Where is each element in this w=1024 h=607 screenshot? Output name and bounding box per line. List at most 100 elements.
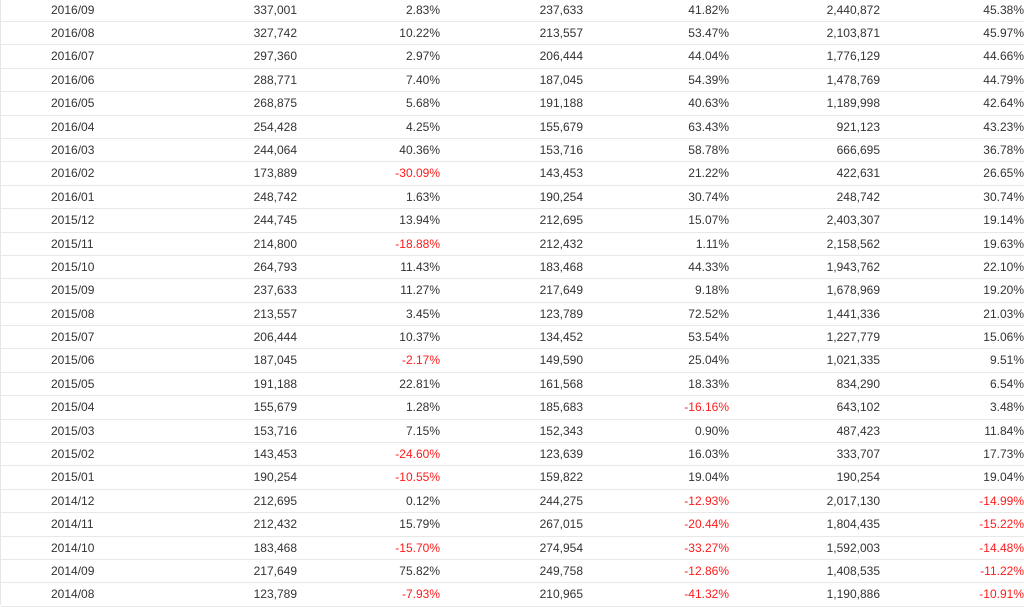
cell-change-c: 30.74% [983, 189, 1024, 204]
cell-period: 2015/07 [51, 330, 95, 345]
table-row: 2016/09 337,001 2.83% 237,633 41.82% 2,440,87… [1, 0, 1024, 22]
cell-change-a: 10.37% [399, 330, 440, 345]
cell-change-c: 22.10% [983, 259, 1024, 274]
cell-period: 2016/04 [51, 119, 95, 134]
cell-value-c: 1,408,535 [826, 563, 880, 578]
cell-change-a: -30.09% [395, 166, 440, 181]
cell-value-b: 212,432 [539, 236, 583, 251]
cell-value-a: 254,428 [253, 119, 297, 134]
cell-change-c: 45.97% [983, 26, 1024, 40]
cell-value-b: 244,275 [539, 493, 583, 508]
table-row: 2015/04 155,679 1.28% 185,683 -16.16% 643,102… [1, 396, 1024, 420]
cell-value-c: 248,742 [836, 189, 880, 204]
cell-period: 2016/05 [51, 96, 95, 111]
cell-value-a: 268,875 [253, 96, 297, 111]
cell-change-a: -18.88% [395, 236, 440, 251]
table-row: 2015/07 206,444 10.37% 134,452 53.54% 1,227,7… [1, 326, 1024, 350]
cell-value-a: 173,889 [253, 166, 297, 181]
table-row: 2016/03 244,064 40.36% 153,716 58.78% 666,695… [1, 139, 1024, 163]
cell-value-a: 183,468 [253, 540, 297, 555]
cell-value-c: 333,707 [836, 447, 880, 462]
cell-change-c: -15.22% [979, 517, 1024, 532]
cell-period: 2015/12 [51, 213, 95, 228]
cell-change-b: 44.33% [688, 259, 729, 274]
cell-value-b: 187,045 [539, 72, 583, 87]
cell-value-b: 123,789 [539, 306, 583, 321]
cell-change-a: 1.28% [405, 400, 440, 415]
cell-change-b: 15.07% [688, 213, 729, 228]
cell-value-c: 1,776,129 [826, 49, 880, 64]
cell-value-c: 643,102 [836, 400, 880, 415]
cell-period: 2015/01 [51, 470, 95, 485]
table-row: 2015/11 214,800 -18.88% 212,432 1.11% 2,158,5… [1, 233, 1024, 256]
cell-change-c: 17.73% [983, 447, 1024, 462]
cell-value-c: 834,290 [836, 376, 880, 391]
cell-value-a: 288,771 [253, 72, 297, 87]
cell-change-b: 16.03% [688, 447, 729, 462]
cell-value-b: 185,683 [539, 400, 583, 415]
cell-value-a: 213,557 [253, 306, 297, 321]
cell-period: 2015/04 [51, 400, 95, 415]
cell-change-a: 3.45% [405, 306, 440, 321]
cell-change-c: 19.04% [983, 470, 1024, 485]
cell-change-c: 9.51% [989, 353, 1024, 368]
cell-value-c: 1,804,435 [826, 517, 880, 532]
cell-value-a: 212,432 [253, 517, 297, 532]
cell-value-b: 190,254 [539, 189, 583, 204]
cell-period: 2015/05 [51, 376, 95, 391]
cell-value-a: 237,633 [253, 283, 297, 298]
table-row: 2016/06 288,771 7.40% 187,045 54.39% 1,478,76… [1, 69, 1024, 93]
cell-change-c: 15.06% [983, 330, 1024, 345]
cell-value-a: 327,742 [253, 26, 297, 40]
cell-change-c: -14.48% [979, 540, 1024, 555]
cell-change-c: 19.14% [983, 213, 1024, 228]
cell-period: 2015/09 [51, 283, 95, 298]
cell-change-a: 15.79% [399, 517, 440, 532]
cell-change-a: -2.17% [401, 353, 440, 368]
cell-value-c: 921,123 [836, 119, 880, 134]
cell-change-c: 11.84% [984, 423, 1024, 438]
cell-change-b: 30.74% [688, 189, 729, 204]
cell-value-c: 1,190,886 [826, 587, 880, 602]
cell-value-c: 422,631 [836, 166, 880, 181]
cell-value-b: 210,965 [539, 587, 583, 602]
cell-period: 2016/01 [51, 189, 95, 204]
cell-value-a: 248,742 [253, 189, 297, 204]
cell-period: 2016/03 [51, 142, 95, 157]
table-row: 2014/08 123,789 -7.93% 210,965 -41.32% 1,190,… [1, 583, 1024, 607]
cell-change-c: 21.03% [983, 306, 1024, 321]
cell-change-a: 40.36% [399, 142, 440, 157]
cell-change-c: -11.22% [980, 563, 1024, 578]
cell-change-c: 42.64% [983, 96, 1024, 111]
cell-change-c: 44.66% [983, 49, 1024, 64]
cell-change-b: 18.33% [688, 376, 729, 391]
table-row: 2014/11 212,432 15.79% 267,015 -20.44% 1,804,… [1, 513, 1024, 537]
table-row: 2016/01 248,742 1.63% 190,254 30.74% 248,742 3… [1, 186, 1024, 210]
cell-change-c: -10.91% [979, 587, 1024, 602]
cell-value-a: 191,188 [253, 376, 297, 391]
cell-value-a: 217,649 [253, 563, 297, 578]
cell-value-c: 2,158,562 [826, 236, 880, 251]
cell-value-c: 1,441,336 [826, 306, 880, 321]
cell-value-c: 2,103,871 [826, 26, 880, 40]
cell-change-c: 43.23% [983, 119, 1024, 134]
cell-period: 2014/12 [51, 493, 95, 508]
cell-value-b: 274,954 [539, 540, 583, 555]
cell-change-b: 58.78% [688, 142, 729, 157]
cell-change-b: 72.52% [688, 306, 729, 321]
cell-period: 2016/09 [51, 3, 95, 17]
cell-change-a: 7.40% [405, 72, 440, 87]
cell-change-a: 2.97% [405, 49, 440, 64]
cell-change-a: 10.22% [399, 26, 440, 40]
cell-change-a: 0.12% [405, 493, 440, 508]
cell-change-a: 11.27% [400, 283, 440, 298]
cell-value-b: 161,568 [539, 376, 583, 391]
cell-value-b: 191,188 [539, 96, 583, 111]
cell-change-c: 19.20% [983, 283, 1024, 298]
cell-value-a: 297,360 [253, 49, 297, 64]
cell-value-c: 190,254 [836, 470, 880, 485]
cell-value-b: 217,649 [539, 283, 583, 298]
cell-value-c: 1,478,769 [826, 72, 880, 87]
cell-value-a: 187,045 [253, 353, 297, 368]
